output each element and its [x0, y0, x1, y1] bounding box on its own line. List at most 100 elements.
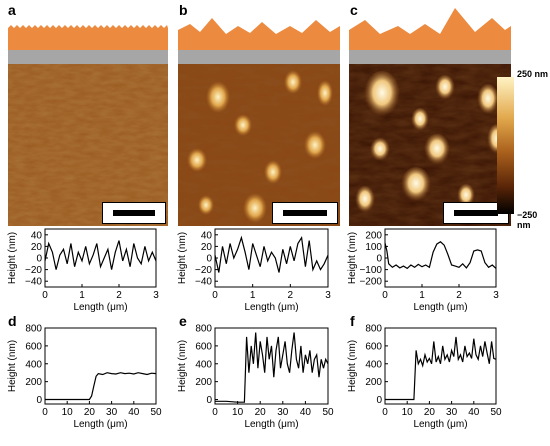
y-tick-label-b: 40 [201, 230, 213, 241]
plot-e: 0 10 20 30 40 50 0 200 400 600 800 Length (μm) Heigh… [177, 324, 334, 431]
afm-image-a [8, 64, 168, 226]
series-line-d [45, 372, 157, 401]
schematic-b [178, 18, 340, 64]
plot-f: 0 10 20 30 40 50 0 200 400 600 800 Length (μm) Heigh… [347, 324, 502, 431]
x-tick-label-c: 1 [419, 290, 425, 301]
x-tick-label-a: 2 [116, 290, 122, 301]
y-tick-label-c: −100 [359, 265, 382, 276]
x-tick-label-e: 20 [255, 407, 267, 418]
y-tick-label-b: 0 [206, 254, 212, 265]
y-tick-label-a: 40 [31, 230, 43, 241]
plot-d: 0 10 20 30 40 50 0 200 400 600 800 Length (μm) Heigh… [7, 324, 162, 431]
x-tick-label-f: 50 [490, 407, 502, 418]
y-tick-label-f: 800 [365, 324, 382, 335]
x-axis-label-c: Length (μm) [413, 302, 467, 313]
x-tick-label-b: 0 [212, 290, 218, 301]
film-b [178, 18, 340, 50]
y-axis-label-d: Height (nm) [7, 340, 18, 392]
color-bar-min-label: −250 nm [517, 210, 538, 230]
y-tick-label-f: 0 [376, 395, 382, 406]
y-tick-label-c: 200 [365, 230, 382, 241]
x-axis-label-a: Length (μm) [73, 302, 127, 313]
plot-frame-f [384, 327, 497, 405]
x-tick-label-b: 2 [288, 290, 294, 301]
y-tick-label-e: 800 [195, 324, 212, 335]
afm-image-b [178, 64, 340, 226]
substrate-a [8, 50, 168, 64]
panel-label-b: b [179, 2, 188, 18]
y-tick-label-f: 400 [365, 359, 382, 370]
series-line-a [44, 240, 157, 270]
x-axis-label-f: Length (μm) [413, 419, 467, 430]
x-tick-label-c: 2 [456, 290, 462, 301]
color-bar-max-label: 250 nm [517, 69, 549, 79]
y-tick-label-b: −20 [195, 265, 212, 276]
y-tick-label-c: 0 [376, 254, 382, 265]
y-tick-label-a: 20 [31, 242, 43, 253]
scale-bar-b [272, 202, 338, 224]
x-tick-label-b: 3 [325, 290, 331, 301]
x-axis-label-d: Length (μm) [73, 419, 127, 430]
x-axis-label-e: Length (μm) [244, 419, 298, 430]
x-tick-label-d: 10 [62, 407, 74, 418]
y-tick-label-e: 400 [195, 359, 212, 370]
x-tick-label-d: 30 [106, 407, 118, 418]
x-tick-label-c: 3 [493, 290, 499, 301]
y-tick-label-d: 200 [25, 377, 42, 388]
series-line-c [384, 241, 497, 270]
afm-image-c [349, 64, 511, 226]
y-tick-label-a: 0 [36, 254, 42, 265]
x-tick-label-f: 40 [468, 407, 480, 418]
x-tick-label-d: 0 [42, 407, 48, 418]
x-tick-label-f: 0 [382, 407, 388, 418]
x-tick-label-d: 20 [84, 407, 96, 418]
color-bar [497, 77, 514, 214]
x-tick-label-f: 10 [402, 407, 414, 418]
x-tick-label-e: 0 [212, 407, 218, 418]
panel-label-e: e [179, 313, 187, 329]
y-tick-label-e: 600 [195, 341, 212, 352]
y-tick-label-a: −20 [25, 265, 42, 276]
panel-label-f: f [350, 313, 355, 329]
panel-label-c: c [350, 2, 358, 18]
y-tick-label-a: −40 [25, 277, 42, 288]
x-tick-label-c: 0 [382, 290, 388, 301]
y-tick-label-b: −40 [195, 277, 212, 288]
x-tick-label-d: 40 [128, 407, 140, 418]
substrate-b [178, 50, 340, 64]
panel-label-a: a [8, 2, 16, 18]
series-line-f [385, 336, 497, 401]
series-line-e [215, 332, 329, 403]
y-axis-label-a: Height (nm) [7, 232, 18, 284]
y-tick-label-d: 600 [25, 341, 42, 352]
y-tick-label-d: 800 [25, 324, 42, 335]
x-tick-label-f: 30 [446, 407, 458, 418]
x-tick-label-e: 30 [277, 407, 289, 418]
x-tick-label-f: 20 [424, 407, 436, 418]
plot-frame-e [214, 327, 329, 405]
x-axis-label-b: Length (μm) [244, 302, 298, 313]
y-axis-label-b: Height (nm) [177, 232, 188, 284]
x-tick-label-b: 1 [250, 290, 256, 301]
x-tick-label-e: 40 [300, 407, 312, 418]
y-tick-label-c: −200 [359, 277, 382, 288]
scale-bar-a [102, 202, 166, 224]
film-c [349, 8, 511, 50]
plot-frame-c [384, 228, 497, 288]
y-axis-label-c: Height (nm) [347, 232, 358, 284]
plot-frame-d [44, 327, 157, 405]
scale-bar-c [443, 202, 509, 224]
film-a [8, 25, 168, 50]
y-tick-label-d: 0 [36, 395, 42, 406]
y-tick-label-b: 20 [201, 242, 213, 253]
substrate-c [349, 50, 511, 64]
y-tick-label-e: 200 [195, 377, 212, 388]
panel-label-d: d [8, 313, 17, 329]
series-line-b [214, 235, 329, 273]
y-tick-label-f: 200 [365, 377, 382, 388]
x-tick-label-d: 50 [150, 407, 162, 418]
